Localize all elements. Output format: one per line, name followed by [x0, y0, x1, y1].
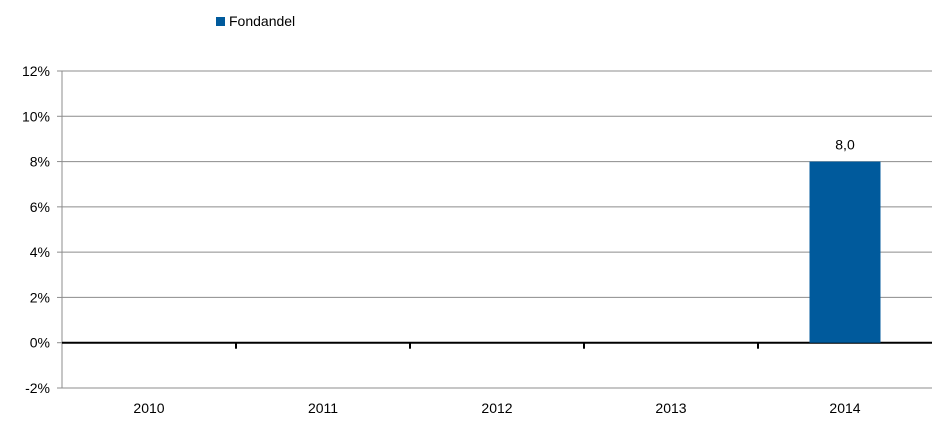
- y-tick-label: 8%: [30, 154, 50, 170]
- x-tick-label: 2014: [829, 400, 860, 416]
- x-tick-label: 2011: [308, 400, 338, 416]
- x-tick-label: 2013: [655, 400, 686, 416]
- y-axis: -2% 0% 2% 4% 6% 8% 10% 12%: [22, 63, 63, 396]
- x-tick-label: 2010: [133, 400, 164, 416]
- legend-swatch: [216, 17, 225, 26]
- x-tick-label: 2012: [481, 400, 512, 416]
- data-label: 8,0: [835, 137, 855, 153]
- y-tick-label: 4%: [30, 244, 50, 260]
- bars: [809, 161, 881, 343]
- bar: [809, 161, 881, 343]
- data-labels: 8,0: [835, 137, 855, 153]
- gridlines: [62, 70, 932, 389]
- y-tick-label: -2%: [25, 380, 50, 396]
- legend: Fondandel: [216, 13, 295, 29]
- y-tick-label: 12%: [22, 63, 50, 79]
- x-axis: 2010 2011 2012 2013 2014: [62, 341, 932, 416]
- legend-label: Fondandel: [229, 13, 295, 29]
- y-tick-label: 10%: [22, 108, 50, 124]
- y-tick-label: 2%: [30, 289, 50, 305]
- y-tick-label: 6%: [30, 199, 50, 215]
- y-tick-label: 0%: [30, 335, 50, 351]
